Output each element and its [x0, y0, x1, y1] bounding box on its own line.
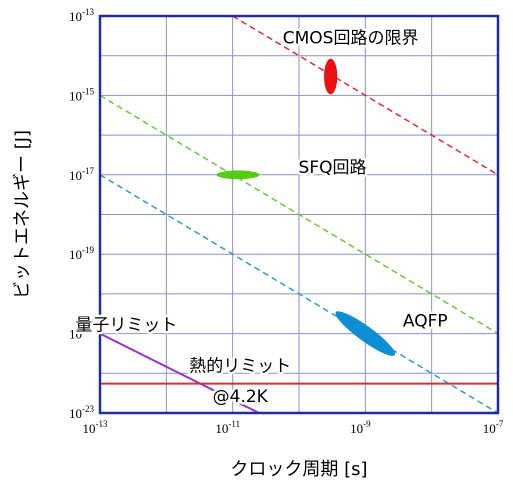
y-tick-label: 10-19	[69, 245, 94, 262]
x-tick-label: 10-13	[83, 419, 108, 436]
reference-lines	[99, 15, 499, 414]
annotation-label: SFQ回路	[299, 158, 367, 178]
y-axis-label: ビットエネルギー [J]	[12, 130, 33, 299]
region-ellipse	[335, 311, 396, 356]
y-tick-label: 10-13	[69, 7, 94, 24]
dashed-limit-line	[99, 174, 499, 414]
annotation-label: 熱的リミット	[189, 357, 291, 377]
x-tick-label: 10-11	[215, 419, 240, 436]
annotation-label: @4.2K	[213, 387, 269, 407]
regions	[216, 58, 396, 356]
y-tick-label: 10-17	[69, 166, 94, 183]
ticks: 10-13 10-11 10-9 10-7 10-13 10-15 10-17 10-19 10…	[69, 7, 504, 436]
annotation-label: CMOS回路の限界	[283, 29, 419, 49]
region-ellipse	[216, 170, 260, 180]
dashed-limit-line	[232, 15, 499, 176]
y-tick-label: 10-23	[69, 404, 94, 421]
annotation-label: AQFP	[403, 312, 448, 332]
annotation-label: 量子リミット	[75, 315, 177, 335]
y-tick-label: 10-21	[69, 325, 94, 342]
y-tick-label: 10-15	[69, 86, 94, 103]
limit-line	[99, 332, 260, 414]
plot-frame	[98, 14, 500, 415]
x-tick-label: 10-9	[350, 419, 371, 436]
x-axis-label: クロック周期 [s]	[230, 459, 367, 480]
x-tick-label: 10-7	[483, 419, 504, 436]
region-ellipse	[324, 58, 338, 95]
dashed-limit-line	[99, 94, 499, 335]
